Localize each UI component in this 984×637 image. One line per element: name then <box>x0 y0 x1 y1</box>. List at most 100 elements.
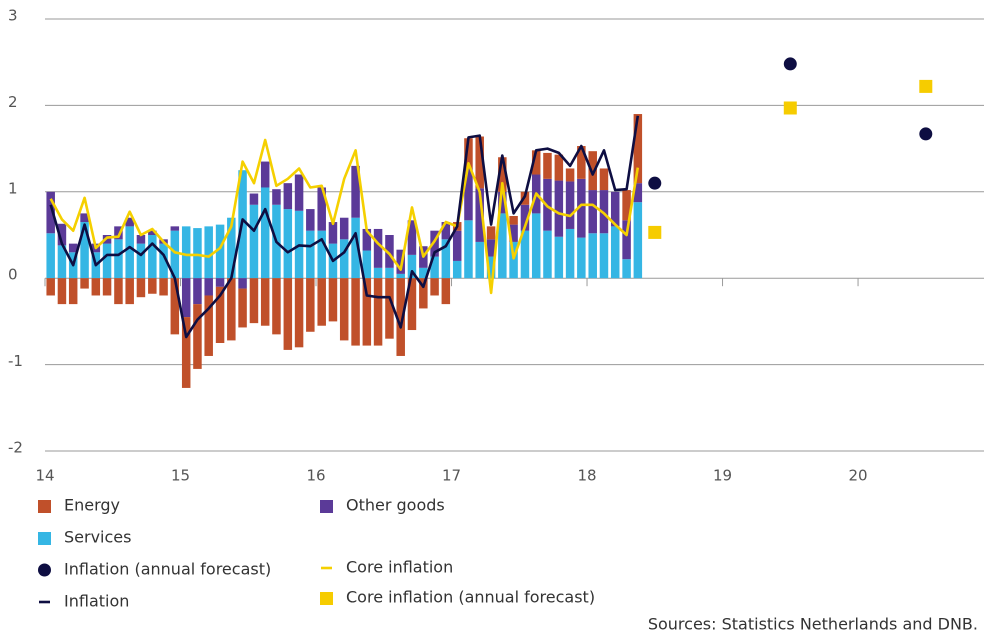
bar <box>114 239 123 279</box>
bar <box>328 278 338 322</box>
bar <box>498 191 507 214</box>
forecast-point <box>783 101 797 115</box>
bar <box>486 239 496 257</box>
bar <box>306 278 315 332</box>
bar <box>599 233 609 279</box>
x-tick-label: 16 <box>306 467 325 485</box>
bar <box>633 202 643 279</box>
bar <box>475 136 484 189</box>
bar <box>419 267 428 279</box>
bar <box>577 178 586 238</box>
x-tick-label: 14 <box>35 467 54 485</box>
bar <box>204 226 213 279</box>
legend-item: Inflation <box>39 592 129 611</box>
bar <box>419 278 428 309</box>
bar <box>57 278 67 305</box>
bar <box>249 278 259 324</box>
bar <box>193 278 202 305</box>
bar <box>148 278 157 294</box>
bar <box>622 259 631 279</box>
bar <box>57 223 67 246</box>
bar <box>486 226 496 240</box>
bar <box>565 168 575 182</box>
bar <box>452 230 462 261</box>
bar <box>91 278 101 296</box>
legend-swatch <box>38 532 51 545</box>
x-tick-label: 17 <box>442 467 461 485</box>
axes: -2 -1 0 1 2 3 14 15 16 17 18 19 20 <box>8 7 868 485</box>
y-tick-label: 1 <box>8 179 18 197</box>
bar <box>373 267 383 279</box>
x-tick-label: 19 <box>713 467 732 485</box>
bar <box>238 288 247 328</box>
legend-item: Energy <box>38 496 120 515</box>
bar <box>430 256 439 279</box>
legend-item: Core inflation <box>321 558 453 577</box>
bar <box>351 165 360 218</box>
bar <box>577 146 586 179</box>
bar <box>610 191 620 227</box>
bar <box>136 278 146 298</box>
bar <box>46 233 55 279</box>
bar <box>249 204 259 279</box>
lines <box>49 57 933 339</box>
legend-item: Inflation (annual forecast) <box>38 560 271 579</box>
y-tick-label: 0 <box>8 266 18 284</box>
bar <box>385 235 394 268</box>
bar <box>385 278 394 339</box>
forecast-point <box>648 176 662 190</box>
bar <box>441 239 451 279</box>
bar <box>68 278 78 305</box>
bar <box>407 278 417 331</box>
bar <box>181 317 191 388</box>
line <box>49 115 640 339</box>
bar <box>317 230 326 279</box>
bar <box>238 278 247 289</box>
bar <box>170 278 180 335</box>
bar <box>475 241 484 279</box>
bar <box>577 237 586 279</box>
bar <box>633 183 643 203</box>
bar <box>80 278 89 289</box>
bar <box>441 278 451 305</box>
bar <box>622 220 631 260</box>
bar <box>283 278 293 350</box>
bar <box>396 273 405 279</box>
bar <box>193 228 202 279</box>
forecast-point <box>783 57 797 71</box>
x-tick-label: 20 <box>848 467 867 485</box>
bar <box>181 226 191 279</box>
bar <box>543 152 552 179</box>
bar <box>339 278 349 341</box>
bar <box>430 230 439 257</box>
bar <box>543 230 552 279</box>
bar <box>362 228 372 251</box>
legend-label: Core inflation <box>346 558 453 577</box>
legend-item: Services <box>38 528 131 547</box>
legend-label: Inflation <box>64 592 129 611</box>
bar <box>80 222 89 279</box>
legend-item: Core inflation (annual forecast) <box>320 588 595 607</box>
bar <box>509 215 518 225</box>
bar <box>260 161 270 188</box>
legend: Energy Other goods Services Core inflation I… <box>38 496 595 611</box>
bar <box>46 191 55 234</box>
bar <box>520 204 530 231</box>
bar <box>554 236 564 279</box>
bar <box>294 278 304 348</box>
bar <box>125 217 134 227</box>
bar <box>430 278 439 296</box>
y-tick-label: 2 <box>8 93 18 111</box>
bar <box>588 190 597 234</box>
bar <box>159 243 168 279</box>
bar <box>215 286 225 343</box>
bar <box>452 260 462 279</box>
legend-swatch <box>38 500 51 513</box>
bar <box>407 254 417 279</box>
bar <box>475 188 484 242</box>
legend-swatch <box>320 592 333 605</box>
bar <box>351 217 360 279</box>
bar <box>260 278 270 326</box>
bar <box>102 278 112 296</box>
